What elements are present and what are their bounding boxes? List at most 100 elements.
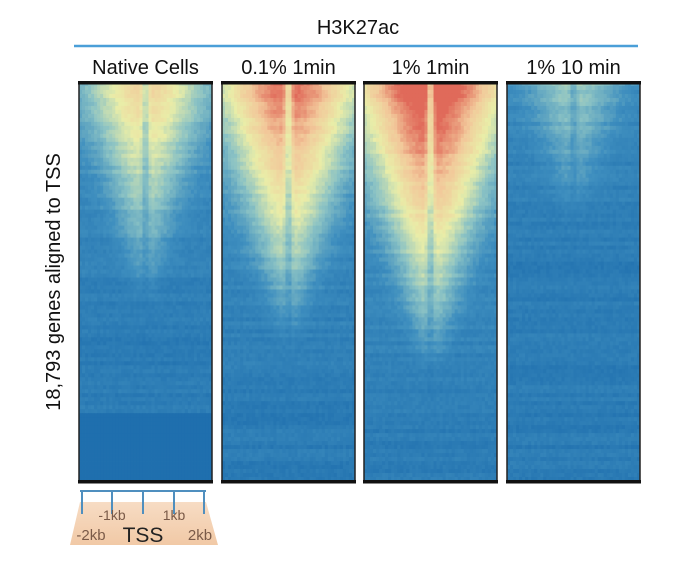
heatmap-cell	[149, 433, 152, 437]
heatmap-cell	[139, 373, 142, 377]
heatmap-cell	[142, 357, 145, 361]
heatmap-cell	[91, 373, 94, 377]
heatmap-cell	[206, 150, 209, 154]
heatmap-cell	[203, 409, 206, 413]
heatmap-cell	[182, 389, 185, 393]
heatmap-cell	[139, 222, 142, 226]
heatmap-cell	[152, 106, 155, 110]
heatmap-cell	[194, 289, 197, 293]
heatmap-cell	[106, 86, 109, 90]
heatmap-cell	[139, 469, 142, 473]
heatmap-cell	[182, 146, 185, 150]
heatmap-cell	[203, 186, 206, 190]
heatmap-cell	[97, 94, 100, 98]
heatmap-cell	[112, 289, 115, 293]
heatmap-cell	[197, 210, 200, 214]
heatmap-cell	[85, 226, 88, 230]
heatmap-cell	[206, 413, 209, 417]
heatmap-cell	[240, 114, 243, 118]
heatmap-cell	[264, 118, 267, 122]
heatmap-cell	[88, 421, 91, 425]
heatmap-cell	[173, 186, 176, 190]
heatmap-cell	[319, 130, 322, 134]
heatmap-cell	[200, 349, 203, 353]
heatmap-cell	[170, 138, 173, 142]
heatmap-cell	[94, 202, 97, 206]
heatmap-cell	[109, 377, 112, 381]
heatmap-cell	[88, 317, 91, 321]
heatmap-cell	[121, 230, 124, 234]
heatmap-cell	[200, 266, 203, 270]
heatmap-cell	[191, 190, 194, 194]
heatmap-cell	[139, 254, 142, 258]
heatmap-cell	[185, 285, 188, 289]
heatmap-cell	[136, 254, 139, 258]
heatmap-cell	[185, 158, 188, 162]
heatmap-cell	[136, 313, 139, 317]
heatmap-cell	[94, 218, 97, 222]
heatmap-cell	[307, 118, 310, 122]
heatmap-cell	[88, 309, 91, 313]
heatmap-cell	[161, 317, 164, 321]
heatmap-cell	[200, 214, 203, 218]
heatmap-cell	[191, 309, 194, 313]
heatmap-cell	[142, 301, 145, 305]
heatmap-cell	[121, 110, 124, 114]
heatmap-cell	[118, 122, 121, 126]
heatmap-cell	[152, 278, 155, 282]
heatmap-cell	[106, 222, 109, 226]
heatmap-cell	[191, 293, 194, 297]
heatmap-cell	[194, 381, 197, 385]
heatmap-cell	[158, 198, 161, 202]
heatmap-cell	[158, 437, 161, 441]
heatmap-cell	[97, 166, 100, 170]
heatmap-cell	[194, 373, 197, 377]
heatmap-cell	[203, 206, 206, 210]
heatmap-cell	[164, 166, 167, 170]
heatmap-cell	[91, 345, 94, 349]
heatmap-cell	[185, 258, 188, 262]
heatmap-cell	[115, 182, 118, 186]
heatmap-cell	[85, 453, 88, 457]
heatmap-cell	[273, 122, 276, 126]
heatmap-cell	[130, 409, 133, 413]
heatmap-cell	[307, 90, 310, 94]
heatmap-cell	[94, 138, 97, 142]
heatmap-cell	[197, 369, 200, 373]
heatmap-cell	[246, 122, 249, 126]
heatmap-cell	[176, 186, 179, 190]
heatmap-cell	[97, 421, 100, 425]
heatmap-cell	[139, 114, 142, 118]
heatmap-cell	[124, 222, 127, 226]
heatmap-cell	[155, 202, 158, 206]
heatmap-cell	[136, 393, 139, 397]
heatmap-cell	[146, 385, 149, 389]
heatmap-cell	[155, 381, 158, 385]
heatmap-cell	[85, 150, 88, 154]
heatmap-cell	[121, 437, 124, 441]
heatmap-cell	[85, 86, 88, 90]
heatmap-cell	[282, 106, 285, 110]
heatmap-cell	[100, 270, 103, 274]
heatmap-cell	[97, 270, 100, 274]
heatmap-cell	[100, 381, 103, 385]
heatmap-cell	[164, 178, 167, 182]
heatmap-cell	[130, 441, 133, 445]
heatmap-cell	[118, 130, 121, 134]
heatmap-cell	[197, 214, 200, 218]
heatmap-cell	[85, 110, 88, 114]
heatmap-cell	[164, 142, 167, 146]
heatmap-cell	[231, 126, 234, 130]
heatmap-cell	[176, 182, 179, 186]
heatmap-cell	[185, 329, 188, 333]
heatmap-cell	[109, 130, 112, 134]
heatmap-cell	[292, 126, 295, 130]
heatmap-cell	[136, 222, 139, 226]
heatmap-cell	[188, 138, 191, 142]
heatmap-cell	[109, 266, 112, 270]
heatmap-cell	[109, 154, 112, 158]
heatmap-cell	[142, 106, 145, 110]
heatmap-cell	[133, 297, 136, 301]
heatmap-cell	[249, 118, 252, 122]
heatmap-cell	[173, 270, 176, 274]
